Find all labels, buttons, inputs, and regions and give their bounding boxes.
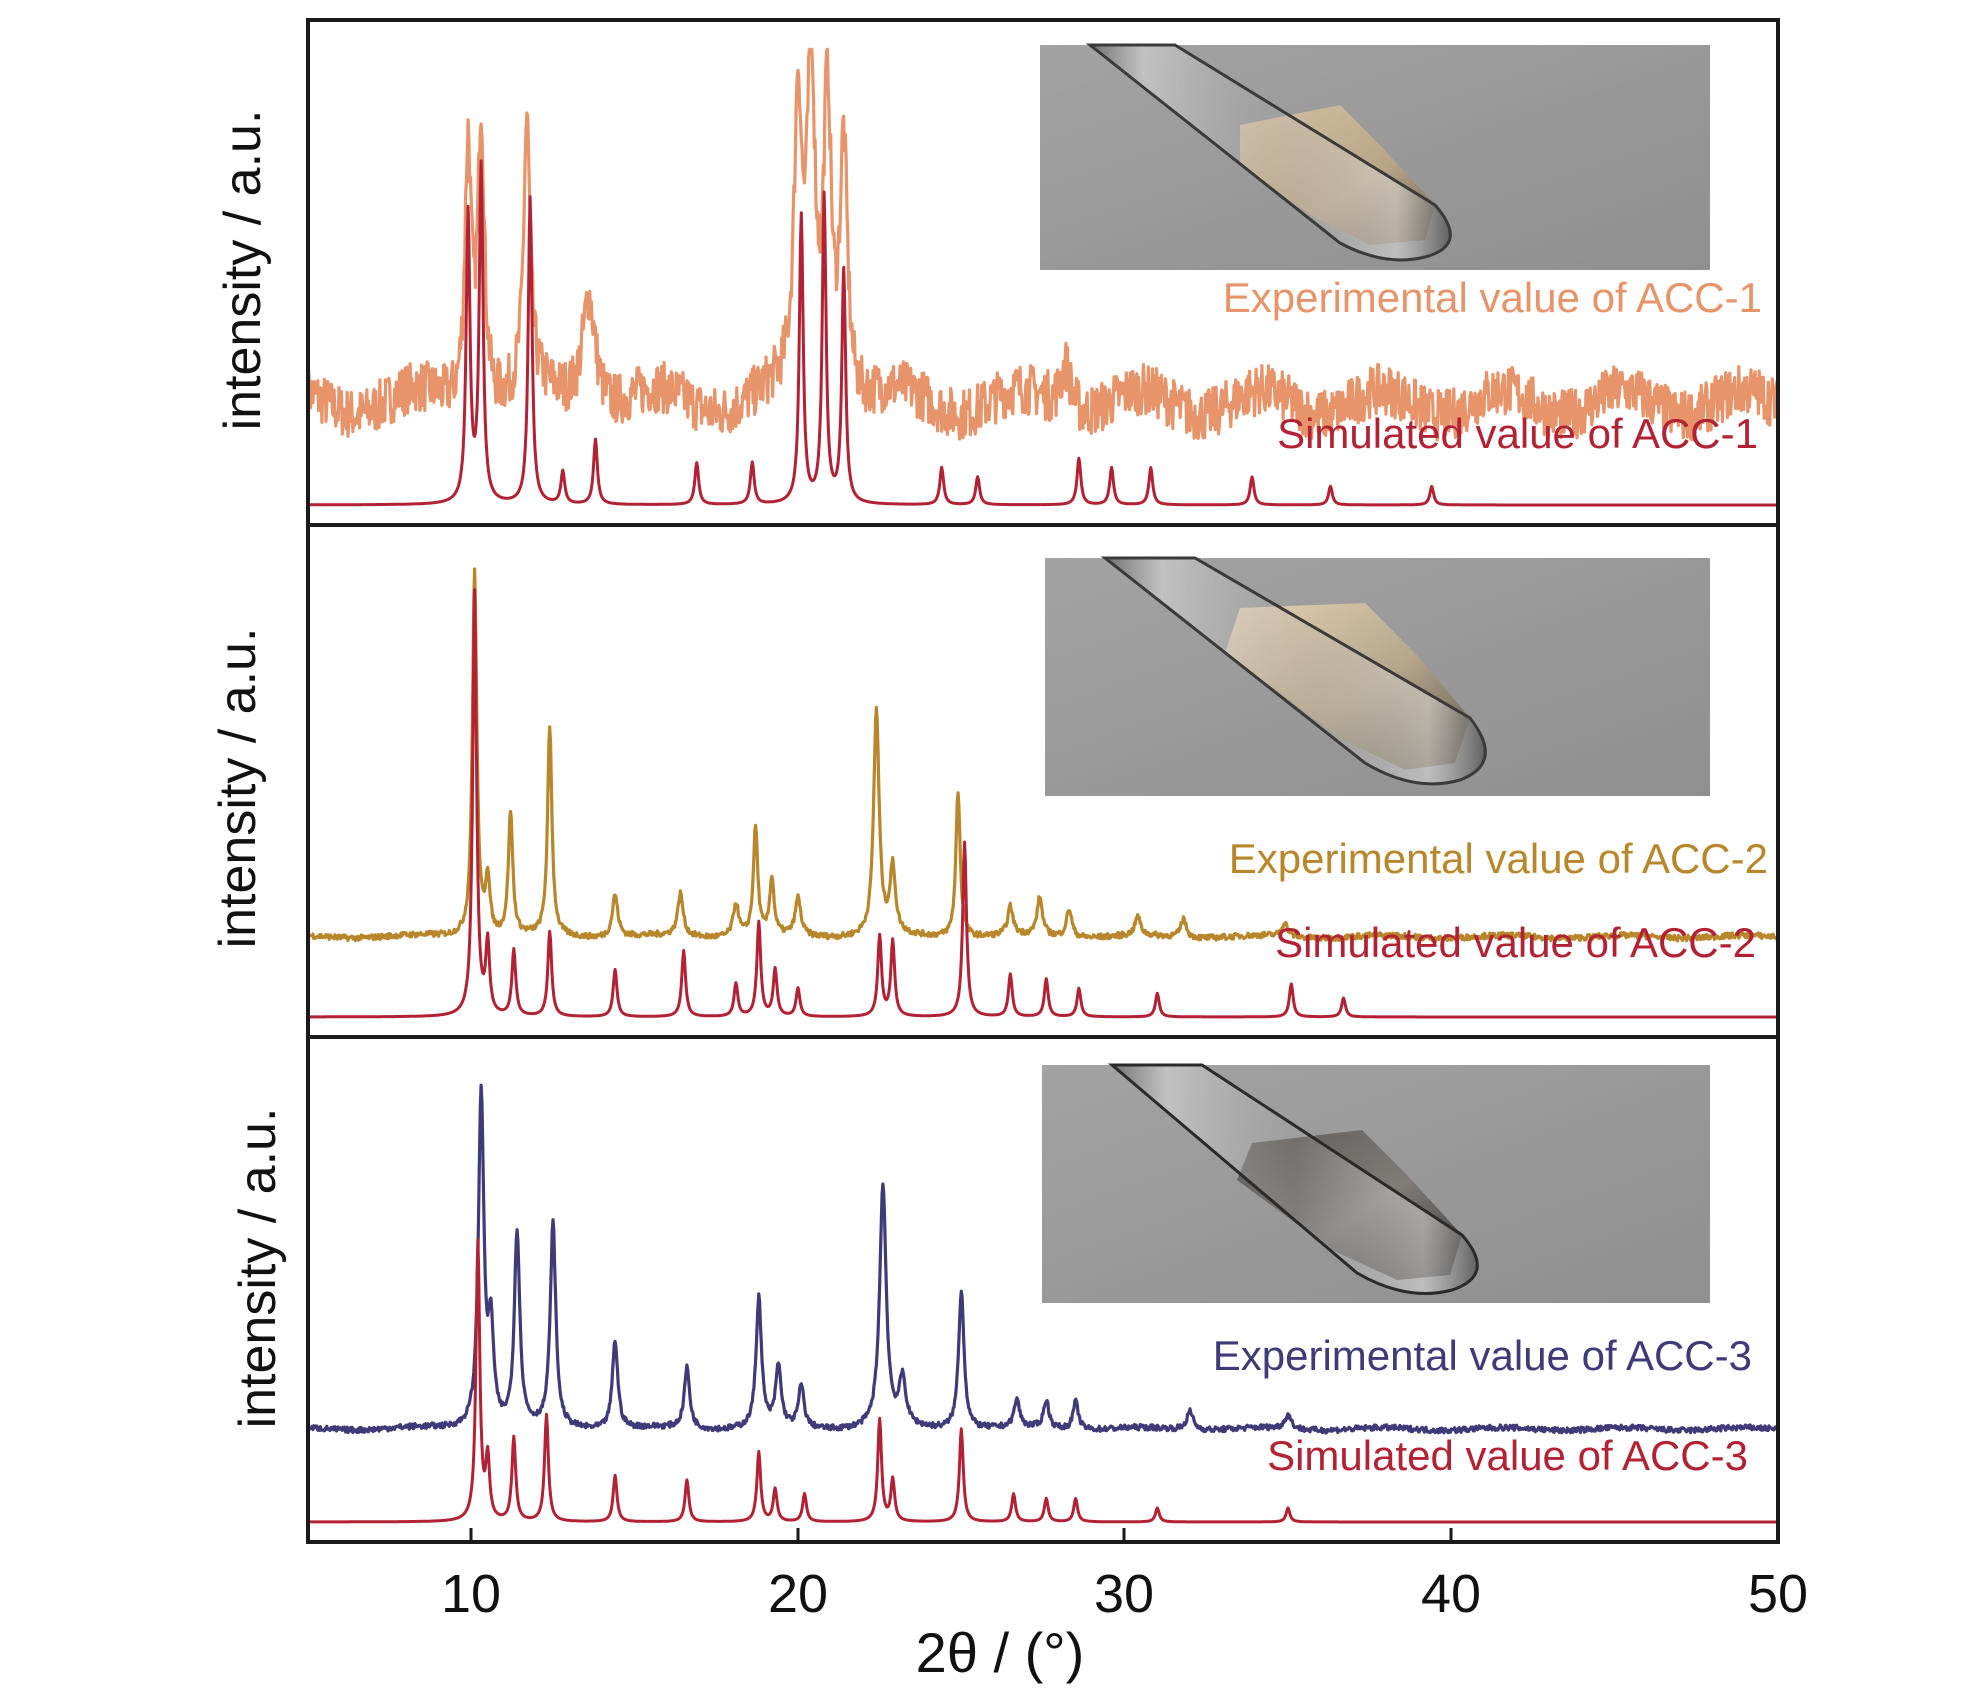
test-tube-glass [1085,43,1452,262]
series-line-simulated-value-of-acc-2 [307,588,1779,1019]
panel-acc-1: intensity / a.u. Experimental value of A… [214,18,1780,527]
x-tick-label-50: 50 [1748,1564,1808,1624]
series-label-exp-acc-3: Experimental value of ACC-3 [1213,1332,1752,1379]
ylabel-acc-2: intensity / a.u. [209,628,267,949]
x-tick-50: 50 [1748,1528,1808,1624]
plot-frame-acc-3 [306,1035,1780,1544]
series-label-sim-acc-2: Simulated value of ACC-2 [1275,919,1756,966]
series-lines-acc-1 [306,47,1780,507]
x-tick-20: 20 [768,1528,828,1624]
plot-area-acc-3 [306,1035,1780,1544]
series-label-exp-acc-2: Experimental value of ACC-2 [1229,835,1768,882]
x-axis: 10 20 30 40 50 2θ / (°) [441,1528,1808,1684]
inset-photo-acc-3 [1042,1063,1710,1303]
inset-photo-acc-1 [1040,43,1710,270]
panel-acc-2: intensity / a.u. Experimental value of A… [209,523,1780,1039]
x-tick-label-10: 10 [441,1564,501,1624]
x-tick-label-30: 30 [1094,1564,1154,1624]
x-axis-label: 2θ / (°) [916,1621,1085,1684]
x-tick-label-40: 40 [1421,1564,1481,1624]
test-tube-glass [1107,1063,1479,1295]
series-label-sim-acc-1: Simulated value of ACC-1 [1277,410,1758,457]
panel-acc-3: intensity / a.u. Experimental value of A… [229,1035,1780,1544]
x-tick-30: 30 [1094,1528,1154,1624]
x-tick-10: 10 [441,1528,501,1624]
series-label-exp-acc-1: Experimental value of ACC-1 [1223,274,1762,321]
inset-photo-acc-2 [1045,556,1710,796]
series-line-experimental-value-of-acc-2 [306,567,1780,943]
series-line-experimental-value-of-acc-3 [306,1083,1779,1435]
x-tick-label-20: 20 [768,1564,828,1624]
ylabel-acc-1: intensity / a.u. [214,110,272,431]
x-tick-40: 40 [1421,1528,1481,1624]
ylabel-acc-3: intensity / a.u. [229,1108,287,1429]
series-lines-acc-3 [306,1083,1779,1524]
test-tube-glass [1100,556,1487,786]
series-line-experimental-value-of-acc-1 [306,47,1780,442]
series-line-simulated-value-of-acc-1 [307,159,1779,507]
series-line-simulated-value-of-acc-3 [307,1237,1779,1524]
series-lines-acc-2 [306,567,1780,1019]
series-label-sim-acc-3: Simulated value of ACC-3 [1267,1432,1748,1479]
